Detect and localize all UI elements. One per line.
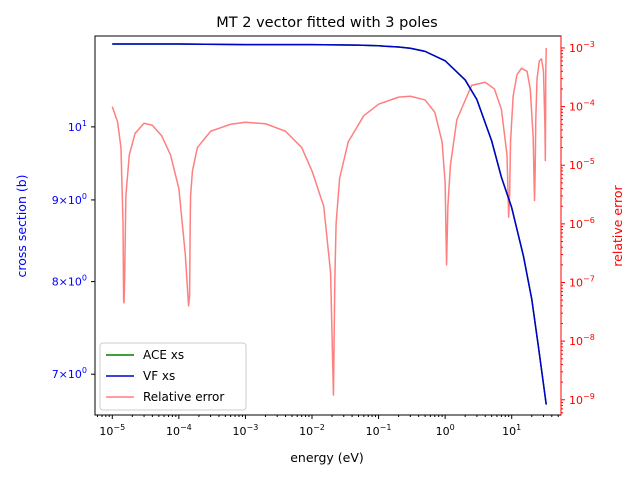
x-tick-label: 10−3 (233, 423, 259, 438)
legend-entry-label: Relative error (143, 390, 224, 404)
legend: ACE xs VF xs Relative error (99, 342, 247, 411)
x-axis: 10−5 10−4 10−3 10−2 10−1 100 101 (97, 415, 559, 438)
y-left-tick-label: 7×100 (52, 366, 87, 381)
x-tick-label: 10−5 (99, 423, 125, 438)
y-axis-label-left: cross section (b) (14, 174, 29, 277)
x-tick-label: 10−4 (166, 423, 192, 438)
y-axis-right: 10−3 10−4 10−5 10−6 10−7 10−8 10−9 (560, 36, 595, 415)
y-right-tick-label: 10−5 (569, 157, 595, 172)
y-axis-label-right: relative error (610, 184, 625, 266)
chart-title: MT 2 vector fitted with 3 poles (216, 15, 437, 31)
y-left-tick-label: 9×100 (52, 192, 87, 207)
y-right-tick-label: 10−6 (569, 216, 595, 231)
y-left-tick-label: 8×100 (52, 274, 87, 289)
y-right-tick-label: 10−3 (569, 40, 595, 55)
y-left-tick-label: 101 (68, 119, 87, 134)
x-tick-label: 101 (502, 423, 521, 438)
legend-box (99, 342, 247, 411)
y-right-tick-label: 10−9 (569, 392, 595, 407)
y-right-tick-label: 10−8 (569, 333, 595, 348)
x-tick-label: 10−2 (299, 423, 325, 438)
y-right-tick-label: 10−7 (569, 275, 595, 290)
series-line-vf-xs (112, 43, 547, 405)
plot-area (111, 43, 547, 405)
y-axis-left: 101 9×100 8×100 7×100 (52, 119, 95, 381)
series-line-relative-error (111, 47, 547, 396)
legend-entry-label: ACE xs (143, 348, 184, 362)
x-tick-label: 10−1 (366, 423, 392, 438)
y-right-tick-label: 10−4 (569, 99, 595, 114)
legend-entry-label: VF xs (143, 369, 175, 383)
x-axis-label: energy (eV) (290, 450, 364, 465)
x-tick-label: 100 (436, 423, 455, 438)
